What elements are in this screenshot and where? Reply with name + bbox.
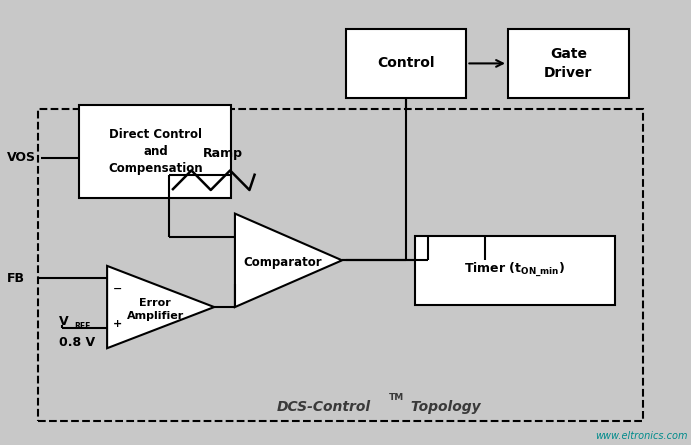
Text: 0.8 V: 0.8 V — [59, 336, 95, 349]
Bar — [38, 109, 643, 421]
Text: VOS: VOS — [7, 151, 36, 165]
Text: FB: FB — [7, 271, 25, 285]
Polygon shape — [235, 214, 342, 307]
Text: +: + — [113, 319, 122, 329]
Text: Control: Control — [377, 57, 435, 70]
Text: Direct Control
and
Compensation: Direct Control and Compensation — [108, 128, 202, 175]
Bar — [346, 29, 466, 98]
Text: Error
Amplifier: Error Amplifier — [126, 298, 184, 321]
Text: V: V — [59, 315, 68, 328]
Text: Timer ($\mathregular{t_{ON\_min}}$): Timer ($\mathregular{t_{ON\_min}}$) — [464, 261, 565, 279]
Text: DCS-Control: DCS-Control — [276, 400, 370, 414]
Text: www.eltronics.com: www.eltronics.com — [595, 431, 688, 441]
Bar — [508, 29, 629, 98]
Text: Gate
Driver: Gate Driver — [544, 47, 593, 80]
Bar — [415, 236, 615, 305]
Text: REF: REF — [75, 322, 91, 331]
Bar — [79, 105, 231, 198]
Text: TM: TM — [389, 393, 404, 402]
Text: Topology: Topology — [406, 400, 481, 414]
Polygon shape — [107, 266, 214, 348]
Text: −: − — [113, 284, 122, 294]
Text: Ramp: Ramp — [203, 147, 243, 160]
Text: Comparator: Comparator — [244, 256, 323, 269]
